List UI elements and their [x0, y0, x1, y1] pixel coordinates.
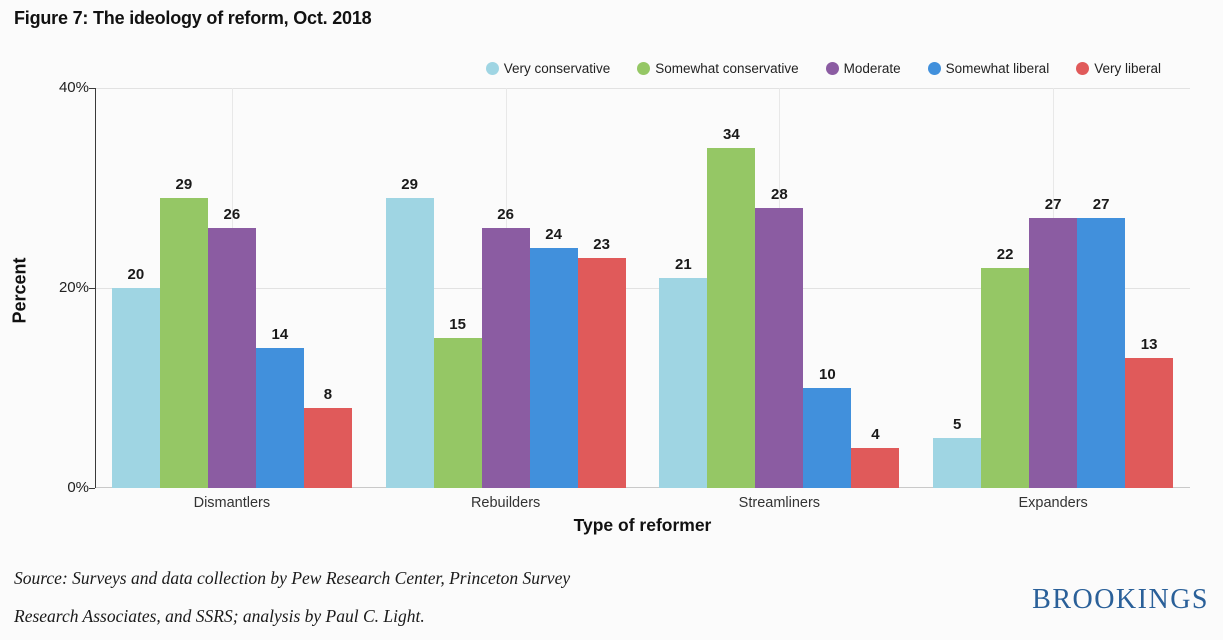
plot-area: 0% 20% 40% 20 29 26 14 8 Dismantlers 29 15 26 24 23 Re… — [59, 79, 1190, 511]
bar-value-label: 29 — [401, 176, 418, 193]
bar-expanders-somewhat-conservative — [981, 268, 1030, 488]
legend-label: Very liberal — [1094, 61, 1161, 76]
legend-label: Somewhat conservative — [655, 61, 799, 76]
bar-expanders-somewhat-liberal — [1077, 218, 1126, 488]
bar-dismantlers-somewhat-liberal — [255, 348, 304, 488]
legend-label: Somewhat liberal — [945, 61, 1050, 76]
bar-value-label: 4 — [871, 426, 880, 443]
bar-expanders-very-liberal — [1125, 358, 1174, 488]
legend-marker-icon — [1076, 62, 1090, 75]
x-tick-label-rebuilders: Rebuilders — [470, 495, 541, 511]
x-tick-label-expanders: Expanders — [1018, 495, 1088, 511]
bar-value-label: 14 — [271, 326, 289, 343]
bar-value-label: 15 — [449, 316, 466, 333]
bar-value-label: 29 — [175, 176, 193, 193]
bar-rebuilders-somewhat-liberal — [529, 248, 578, 488]
bar-streamliners-very-liberal — [851, 448, 900, 488]
bar-streamliners-moderate — [755, 208, 804, 488]
bar-value-label: 21 — [675, 256, 692, 273]
source-text-line1: Source: Surveys and data collection by P… — [14, 568, 571, 588]
bar-dismantlers-moderate — [207, 228, 256, 488]
bar-value-label: 27 — [1092, 196, 1110, 213]
bar-rebuilders-very-conservative — [385, 198, 434, 488]
bar-rebuilders-moderate — [481, 228, 530, 488]
y-tick-mark — [89, 88, 95, 89]
bar-expanders-moderate — [1029, 218, 1078, 488]
bar-streamliners-very-conservative — [659, 278, 708, 488]
bar-rebuilders-somewhat-conservative — [433, 338, 482, 488]
y-tick-label: 40% — [58, 79, 89, 96]
y-tick-mark — [89, 288, 95, 289]
bar-value-label: 23 — [593, 236, 610, 253]
legend-label: Moderate — [843, 61, 901, 76]
bar-value-label: 13 — [1140, 336, 1158, 353]
bar-rebuilders-very-liberal — [577, 258, 626, 488]
bar-dismantlers-somewhat-conservative — [159, 198, 208, 488]
bar-value-label: 34 — [723, 126, 740, 143]
gridline-20% — [95, 288, 1190, 289]
bar-dismantlers-very-liberal — [303, 408, 352, 488]
legend-marker-icon — [485, 62, 499, 75]
bar-value-label: 22 — [996, 246, 1014, 263]
legend-item-very-liberal: Very liberal — [1076, 61, 1161, 76]
bar-value-label: 26 — [497, 206, 514, 223]
bar-streamliners-somewhat-liberal — [803, 388, 852, 488]
y-axis-line — [95, 88, 96, 488]
bar-streamliners-somewhat-conservative — [707, 148, 756, 488]
legend-label: Very conservative — [503, 61, 611, 76]
y-tick-label: 0% — [67, 479, 89, 496]
bar-dismantlers-very-conservative — [111, 288, 160, 488]
chart-title: Figure 7: The ideology of reform, Oct. 2… — [14, 8, 372, 28]
legend-marker-icon — [825, 62, 839, 75]
chart-legend: Very conservative Somewhat conservative Mo… — [485, 61, 1161, 76]
legend-marker-icon — [637, 62, 651, 75]
brookings-logo: BROOKINGS — [1032, 584, 1209, 615]
legend-item-somewhat-conservative: Somewhat conservative — [637, 61, 799, 76]
source-text-line2: Research Associates, and SSRS; analysis … — [14, 606, 425, 626]
legend-item-somewhat-liberal: Somewhat liberal — [927, 61, 1050, 76]
y-tick-label: 20% — [58, 279, 89, 296]
bar-value-label: 10 — [819, 366, 836, 383]
bar-value-label: 24 — [545, 226, 562, 243]
bar-expanders-very-conservative — [933, 438, 982, 488]
x-axis-title: Type of reformer — [573, 515, 712, 535]
bar-value-label: 26 — [223, 206, 241, 223]
y-tick-mark — [89, 488, 95, 489]
y-axis-title: Percent — [9, 257, 30, 324]
bar-value-label: 5 — [952, 416, 962, 433]
bar-value-label: 28 — [771, 186, 788, 203]
legend-marker-icon — [927, 62, 941, 75]
x-tick-label-dismantlers: Dismantlers — [193, 495, 271, 511]
bar-value-label: 8 — [323, 386, 333, 403]
legend-item-moderate: Moderate — [825, 61, 901, 76]
bar-value-label: 27 — [1044, 196, 1062, 213]
x-tick-label-streamliners: Streamliners — [738, 495, 821, 511]
x-axis-line — [95, 487, 1190, 488]
bar-value-label: 20 — [127, 266, 145, 283]
gridline-40% — [95, 88, 1190, 89]
legend-item-very-conservative: Very conservative — [485, 61, 611, 76]
